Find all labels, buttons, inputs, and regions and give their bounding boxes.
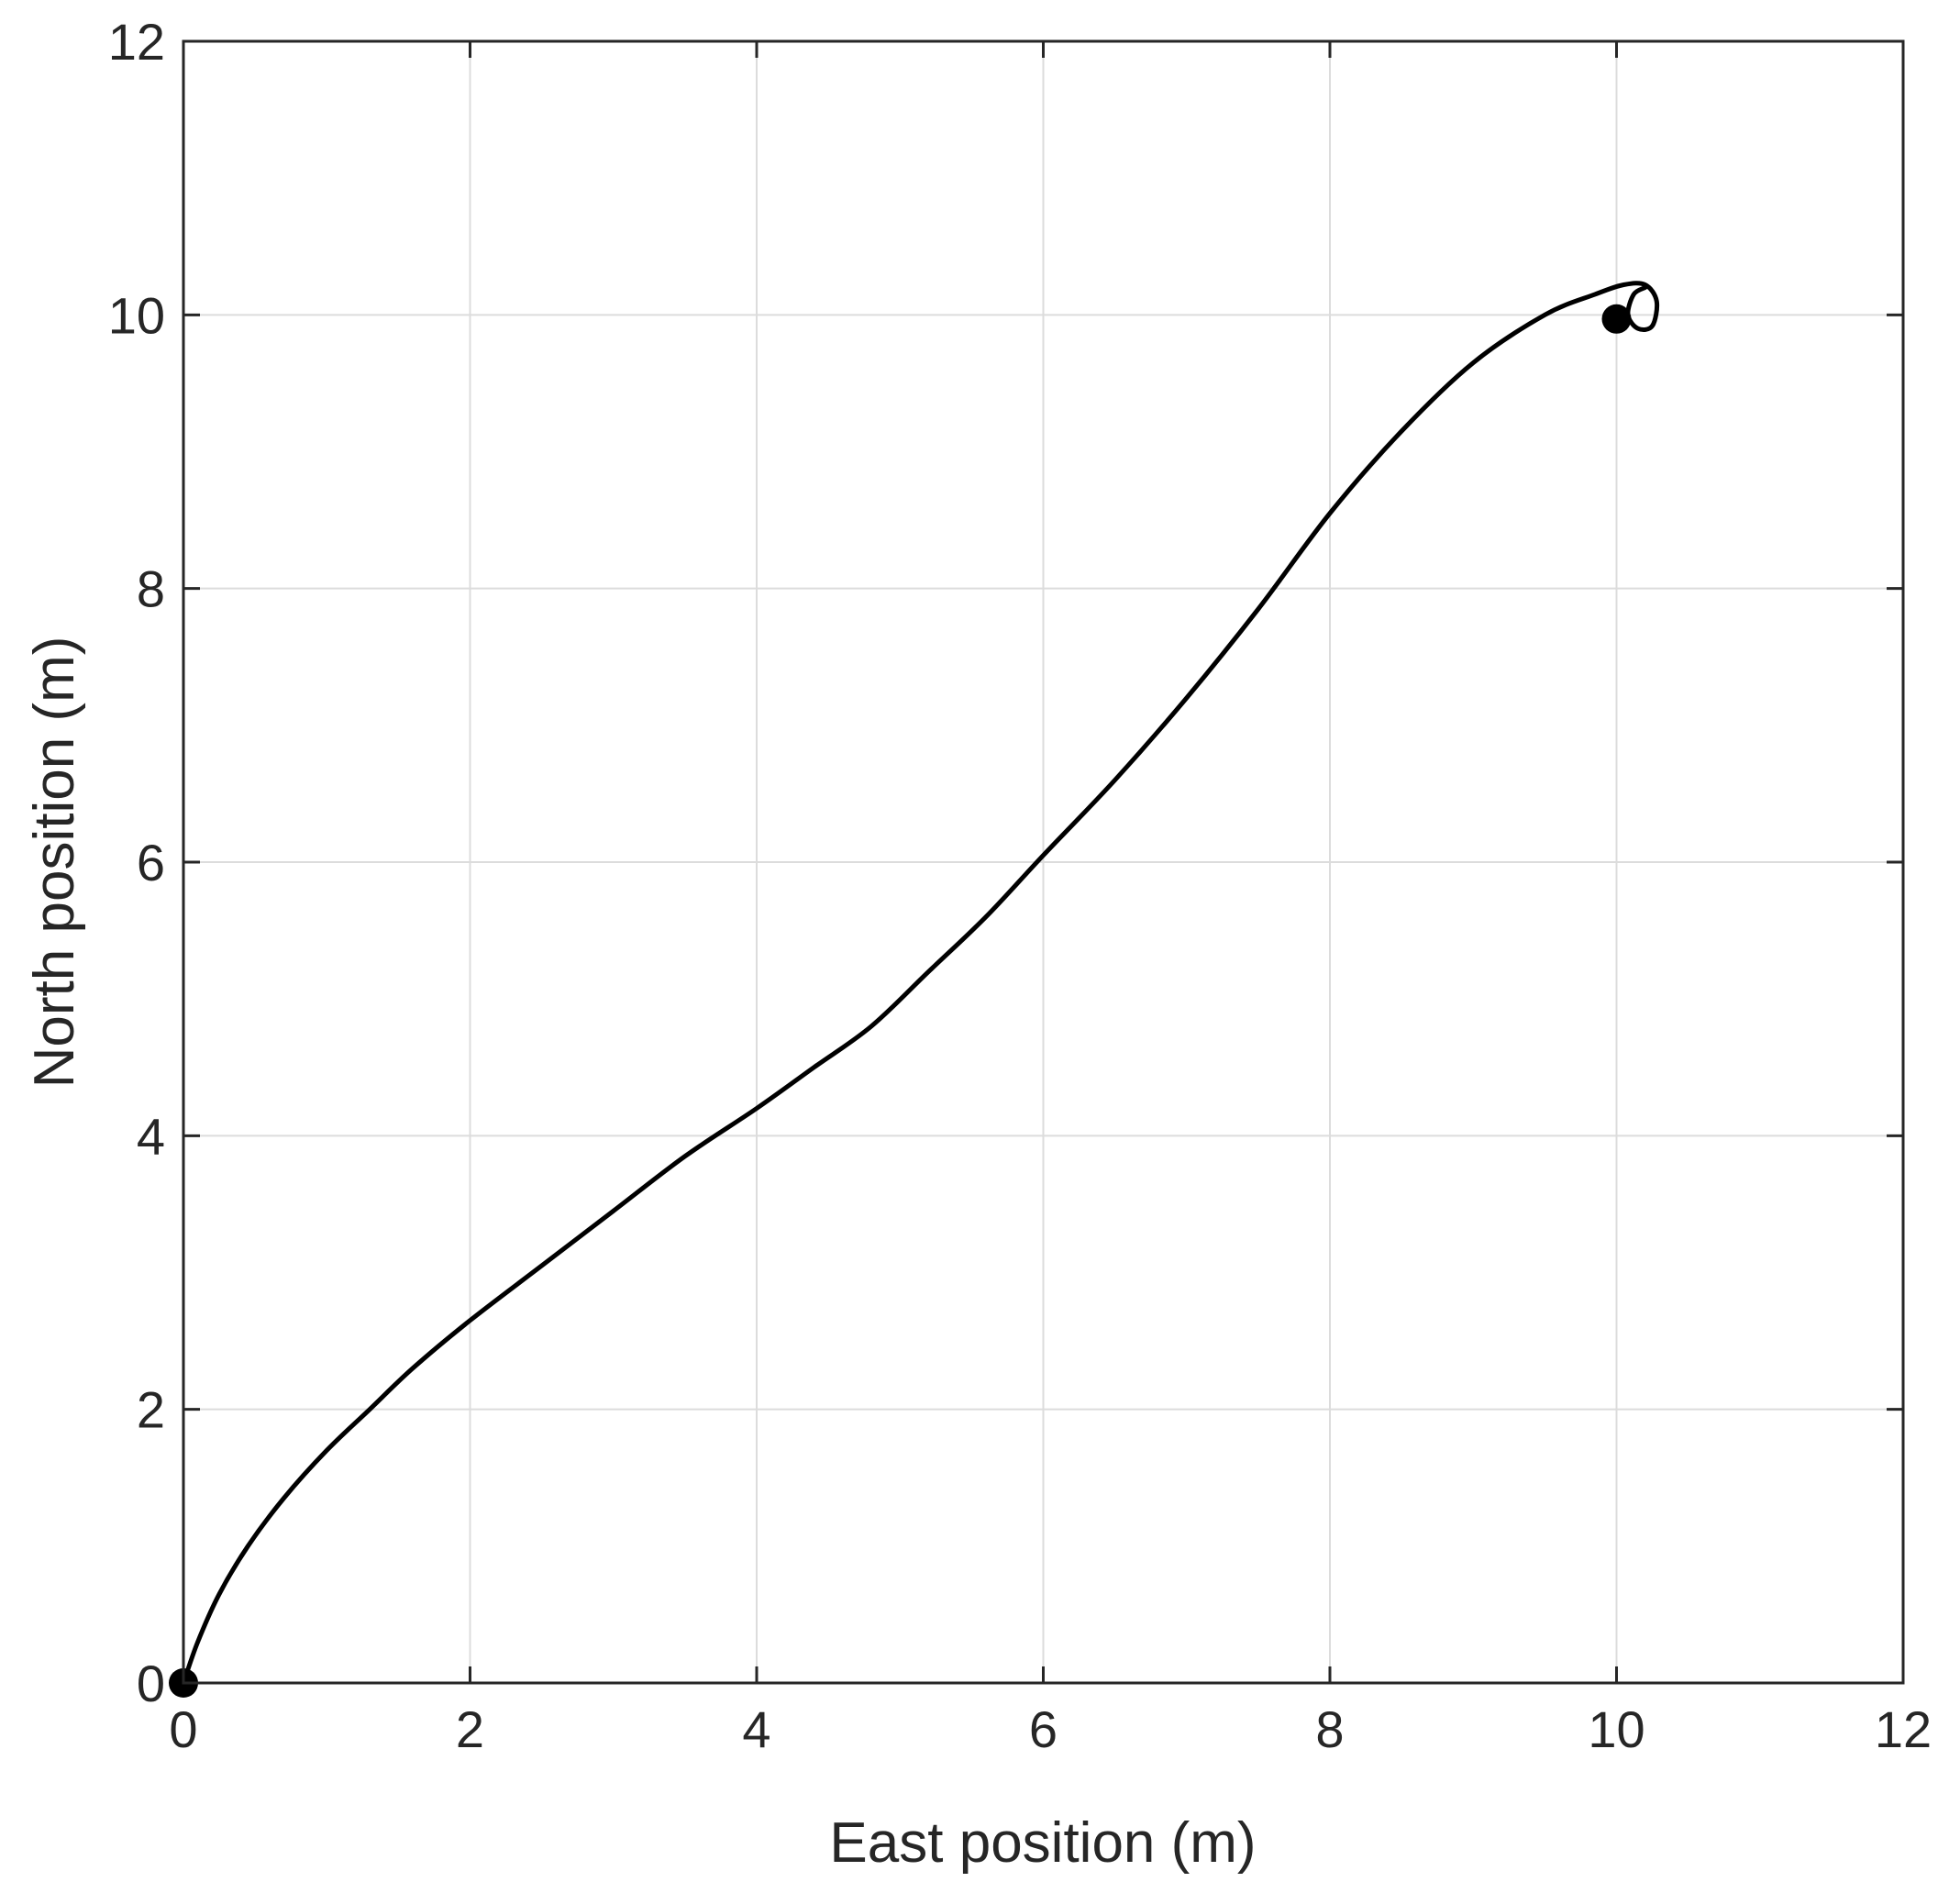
x-tick-labels: 0 2 4 6 8 10 12	[169, 1700, 1932, 1758]
x-tick-label-3: 6	[1029, 1700, 1058, 1758]
y-axis-label: North position (m)	[23, 637, 86, 1089]
y-tick-labels: 0 2 4 6 8 10 12	[108, 13, 165, 1712]
x-tick-label-0: 0	[169, 1700, 197, 1758]
y-tick-label-3: 6	[137, 834, 165, 891]
y-tick-label-0: 0	[137, 1655, 165, 1712]
x-tick-label-4: 8	[1315, 1700, 1344, 1758]
x-axis-label: East position (m)	[829, 1811, 1256, 1875]
x-tick-label-1: 2	[456, 1700, 484, 1758]
y-tick-label-1: 2	[137, 1381, 165, 1439]
y-tick-label-2: 4	[137, 1107, 165, 1165]
end-marker	[1601, 304, 1632, 334]
trajectory-line-0	[181, 281, 1660, 1686]
y-tick-label-5: 10	[108, 286, 165, 344]
x-tick-label-5: 10	[1588, 1700, 1644, 1758]
x-tick-label-6: 12	[1875, 1700, 1932, 1758]
y-tick-label-4: 8	[137, 560, 165, 618]
x-tick-label-2: 4	[742, 1700, 770, 1758]
y-tick-label-6: 12	[108, 13, 165, 71]
plot-area-frame	[182, 39, 1905, 1685]
series-layer	[181, 281, 1660, 1686]
